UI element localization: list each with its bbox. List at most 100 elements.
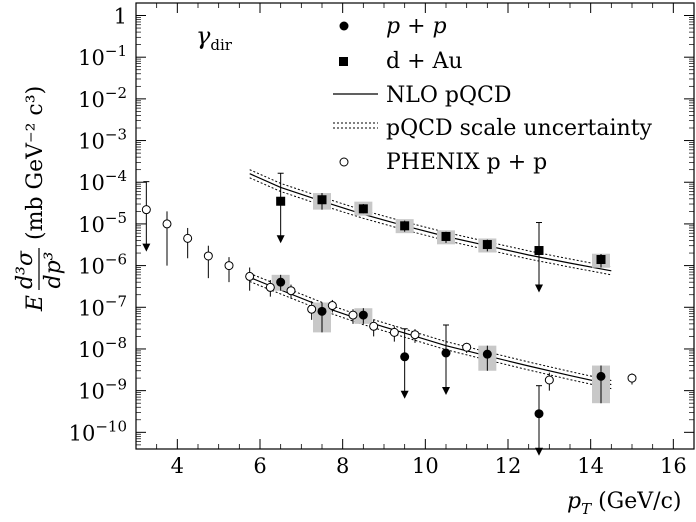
y-tick-exponent: −2 [105, 84, 127, 102]
legend-label-nlo: NLO pQCD [386, 83, 511, 108]
y-tick-label: 10−9 [78, 376, 127, 404]
phenix-point [162, 219, 172, 229]
y-tick-base: 10 [78, 171, 105, 195]
phenix-point [141, 205, 151, 215]
legend-label-pp: p + p [386, 14, 447, 39]
pp-point [534, 409, 544, 419]
legend: p + p d + Au NLO pQCD pQCD scale uncerta… [333, 14, 653, 175]
upper-limit-arrow-head [535, 284, 543, 293]
legend-marker-phenix [339, 157, 349, 167]
y-tick-exponent: −5 [105, 209, 127, 227]
y-tick-base: 10 [78, 46, 105, 70]
pp-point [596, 371, 606, 381]
y-axis-title-E: E [23, 295, 48, 312]
pp-point [317, 306, 327, 316]
y-tick-label: 10−8 [78, 334, 127, 362]
y-tick-base: 10 [78, 213, 105, 237]
phenix-point [286, 286, 296, 296]
phenix-point [410, 330, 420, 340]
dau-point [400, 221, 410, 231]
y-tick-base: 10 [78, 338, 105, 362]
scale-band-upper [249, 272, 612, 381]
y-tick-base: 10 [69, 421, 96, 445]
scale-band-lower [249, 177, 612, 276]
legend-marker-dau [339, 57, 348, 66]
dau-point [534, 246, 544, 256]
y-tick-label: 10−2 [78, 84, 127, 112]
y-axis-title-numerator: d³σ [13, 250, 38, 289]
upper-limit-arrow-head [142, 243, 151, 252]
dau-point [276, 196, 286, 206]
legend-marker-pp [339, 21, 349, 31]
y-tick-label: 10−7 [78, 292, 127, 320]
pp-point [400, 352, 410, 362]
legend-label-dau: d + Au [386, 49, 463, 74]
y-tick-exponent: −6 [105, 251, 127, 269]
y-tick-exponent: −4 [105, 167, 127, 185]
dau-point [317, 195, 327, 205]
legend-label-scale-band: pQCD scale uncertainty [386, 116, 653, 141]
dau-point [596, 255, 606, 265]
upper-limit-arrow-head [442, 387, 450, 396]
y-tick-label: 1 [114, 5, 127, 29]
legend-marker-scale-band [333, 122, 378, 129]
phenix-point [627, 373, 637, 383]
y-tick-label: 10−5 [78, 209, 127, 237]
y-tick-base: 10 [78, 296, 105, 320]
phenix-point [307, 304, 317, 314]
pp-point [358, 310, 368, 320]
y-tick-exponent: −3 [105, 126, 127, 144]
x-axis-title-sub: T [581, 500, 592, 518]
y-tick-base: 10 [78, 380, 105, 404]
y-tick-label: 10−6 [78, 251, 127, 279]
y-tick-base: 10 [78, 130, 105, 154]
y-tick-exponent: −7 [105, 292, 127, 310]
phenix-point [203, 251, 213, 261]
phenix-point [369, 321, 379, 331]
upper-limit-arrow-head [535, 447, 543, 456]
x-axis-title: pT (GeV/c) [567, 489, 681, 518]
pp-point [482, 349, 492, 359]
upper-limit-arrow-head [276, 235, 285, 244]
phenix-point [462, 342, 472, 352]
phenix-point [265, 282, 275, 292]
scale-band-upper [249, 169, 612, 268]
gamma-symbol: γ [196, 22, 211, 50]
x-axis-title-unit: (GeV/c) [591, 489, 681, 514]
dau-point [441, 231, 451, 241]
phenix-point [348, 310, 358, 320]
x-axis-title-var: p [567, 489, 581, 514]
y-axis-title-unit: (mb GeV⁻² c³) [23, 86, 48, 240]
phenix-point [389, 327, 399, 337]
legend-label-phenix: PHENIX p + p [386, 150, 547, 175]
pp-point [276, 277, 286, 287]
phenix-point [245, 271, 255, 281]
y-tick-exponent: −10 [95, 417, 127, 435]
x-tick-label: 12 [495, 454, 522, 478]
y-tick-base: 10 [78, 88, 105, 112]
x-tick-label: 4 [171, 454, 184, 478]
x-tick-label: 8 [336, 454, 349, 478]
y-tick-label: 10−10 [69, 417, 127, 445]
gamma-dir-annotation: γdir [196, 22, 233, 54]
x-tick-label: 14 [577, 454, 604, 478]
y-tick-base: 1 [114, 5, 127, 29]
x-tick-label: 10 [412, 454, 439, 478]
y-tick-exponent: −8 [105, 334, 127, 352]
pp-point [441, 348, 451, 358]
y-tick-base: 10 [78, 255, 105, 279]
nlo-curve [249, 173, 612, 272]
nlo-curve [249, 276, 612, 386]
x-tick-label: 6 [253, 454, 266, 478]
gamma-subscript: dir [210, 36, 232, 54]
dau-point [358, 204, 368, 214]
phenix-point [224, 261, 234, 271]
y-tick-exponent: −9 [105, 376, 127, 394]
y-tick-label: 10−1 [78, 42, 127, 70]
y-axis-title-denominator: dp³ [41, 252, 66, 289]
phenix-point [544, 375, 554, 385]
x-tick-label: 16 [660, 454, 687, 478]
phenix-point [327, 301, 337, 311]
y-tick-label: 10−3 [78, 126, 127, 154]
